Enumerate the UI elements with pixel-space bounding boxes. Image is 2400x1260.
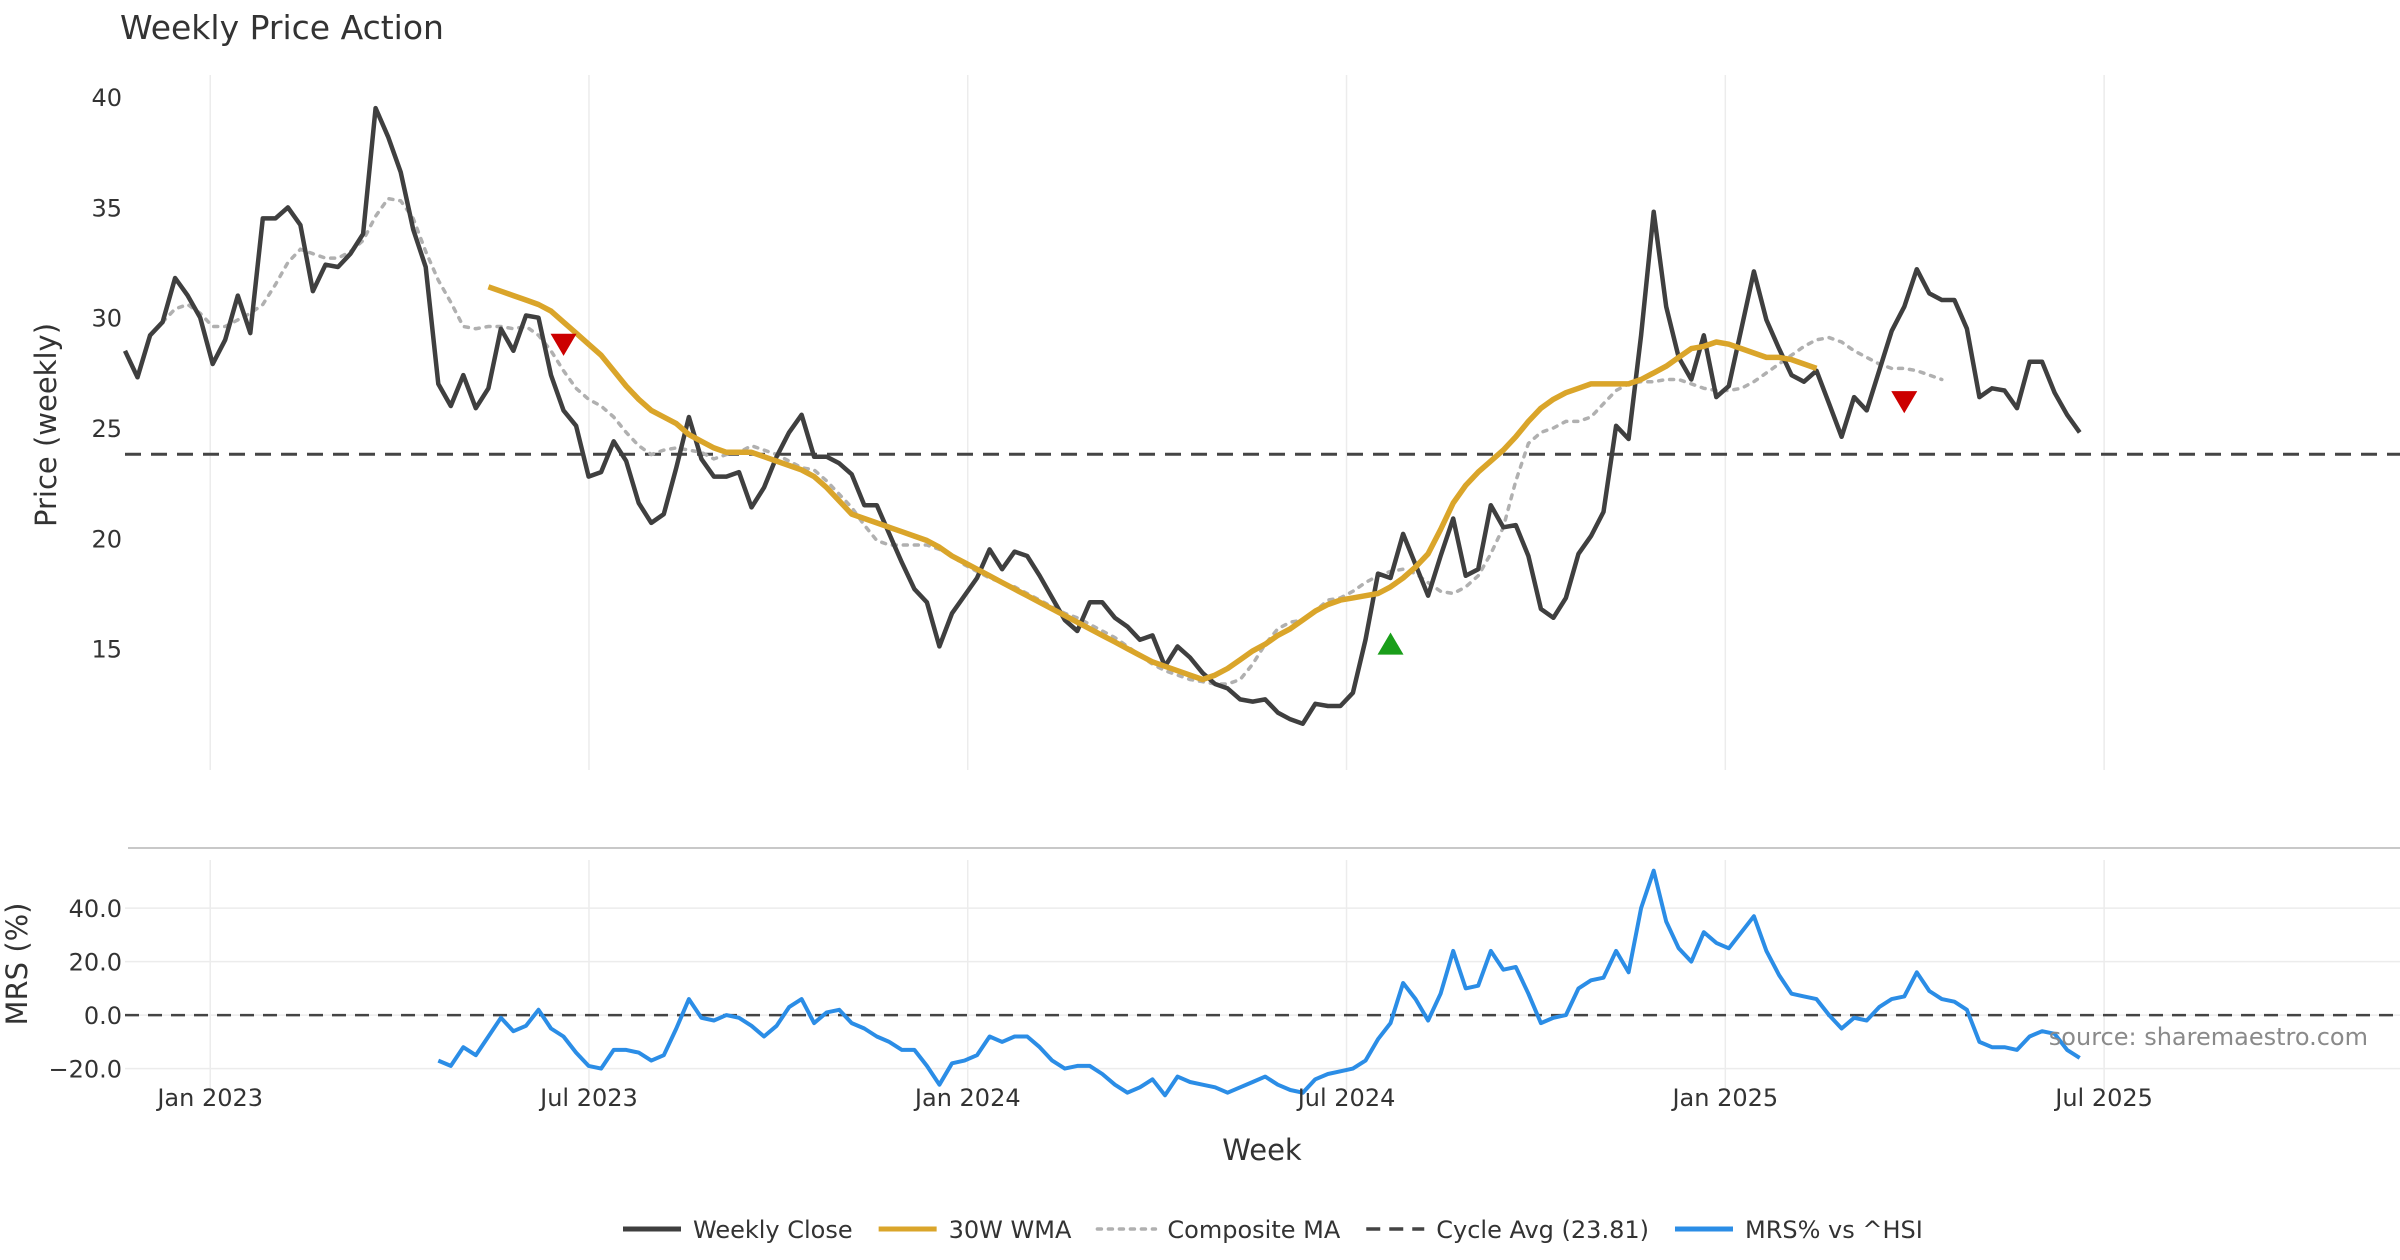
chart-title: Weekly Price Action [120, 8, 444, 47]
x-tick-5: Jul 2025 [2053, 1084, 2153, 1112]
x-tick-2: Jan 2024 [913, 1084, 1021, 1112]
x-tick-4: Jan 2025 [1670, 1084, 1778, 1112]
legend-label-1: 30W WMA [949, 1216, 1072, 1244]
signal-markers [550, 333, 1918, 655]
mrs-ytick-1: 0.0 [84, 1002, 122, 1030]
legend-label-4: MRS% vs ^HSI [1745, 1216, 1923, 1244]
price-ytick-5: 40 [91, 84, 122, 112]
x-axis-ticks: Jan 2023 Jul 2023 Jan 2024 Jul 2024 Jan 2025… [155, 1084, 2153, 1112]
mrs-line [437, 868, 2081, 1098]
sell-signal-marker-2 [1891, 391, 1918, 414]
legend-label-0: Weekly Close [693, 1216, 853, 1244]
price-ytick-4: 35 [91, 194, 122, 222]
price-gridlines [209, 75, 2105, 770]
price-axis-title: Price (weekly) [29, 323, 63, 527]
mrs-panel: −20.0 0.0 20.0 40.0 MRS (%) source: sharema… [0, 860, 2400, 1098]
mrs-gridlines [125, 860, 2400, 1090]
buy-signal-marker-1 [1377, 632, 1404, 655]
price-y-ticks: 15 20 25 30 35 40 [91, 84, 122, 664]
mrs-ytick-3: 40.0 [69, 895, 122, 923]
mrs-y-ticks: −20.0 0.0 20.0 40.0 [48, 895, 122, 1083]
weekly-close-line [122, 105, 2082, 726]
wma-30w-line [487, 284, 1818, 683]
x-axis-title: Week [1222, 1133, 1302, 1167]
legend-label-3: Cycle Avg (23.81) [1436, 1216, 1649, 1244]
legend-label-2: Composite MA [1167, 1216, 1340, 1244]
price-ytick-1: 20 [91, 525, 122, 553]
x-tick-3: Jul 2024 [1296, 1084, 1396, 1112]
mrs-ytick-0: −20.0 [48, 1056, 122, 1084]
source-note: source: sharemaestro.com [2049, 1023, 2368, 1051]
sell-signal-marker-0 [550, 333, 577, 356]
legend: Weekly Close 30W WMA Composite MA Cycle Avg… [623, 1216, 1923, 1244]
x-tick-0: Jan 2023 [155, 1084, 263, 1112]
price-ytick-3: 30 [91, 305, 122, 333]
price-ytick-0: 15 [91, 636, 122, 664]
x-tick-1: Jul 2023 [538, 1084, 638, 1112]
mrs-axis-title: MRS (%) [0, 903, 34, 1026]
price-panel: 15 20 25 30 35 40 Price (weekly) [29, 75, 2400, 770]
mrs-ytick-2: 20.0 [69, 949, 122, 977]
price-ytick-2: 25 [91, 415, 122, 443]
